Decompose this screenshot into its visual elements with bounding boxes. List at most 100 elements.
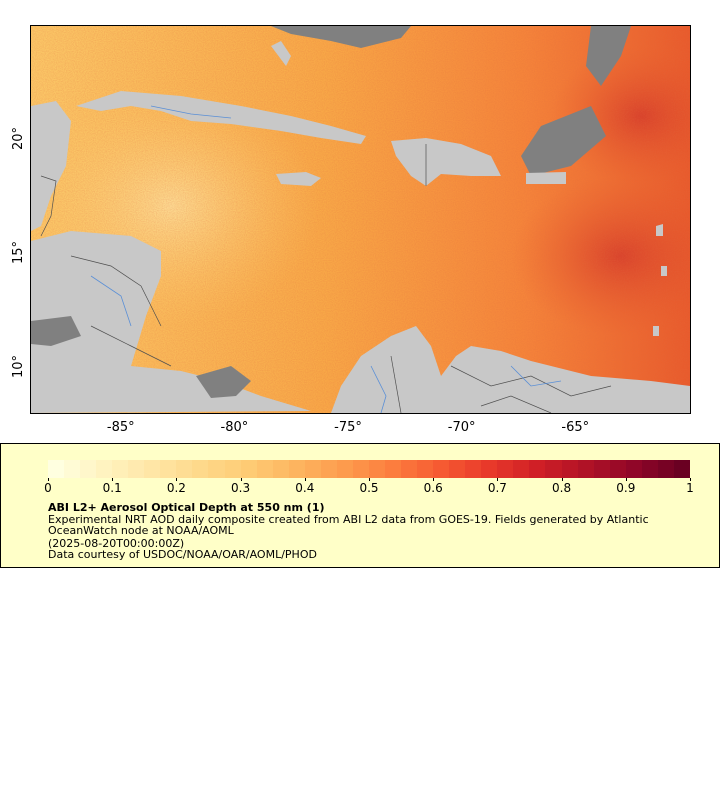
country-borders	[40, 144, 612, 413]
colorbar-segment	[304, 460, 321, 478]
nodata-region-panama	[196, 366, 251, 398]
colorbar-segment	[609, 460, 626, 478]
border-line	[40, 175, 57, 237]
colorbar-segment	[368, 460, 385, 478]
legend-panel: 0 0.1 0.2 0.3 0.4 0.5 0.6 0.7 0.8 0.9 1 ABI L2+ Ae…	[0, 443, 720, 568]
colorbar-tick-mark	[304, 478, 306, 481]
aod-map	[30, 25, 691, 414]
colorbar-tick-mark	[433, 478, 435, 481]
colorbar-segment	[673, 460, 690, 478]
nodata-region-northwest	[271, 26, 411, 48]
colorbar-tick-label: 0.5	[359, 481, 379, 495]
colorbar-segment	[577, 460, 594, 478]
colorbar-tick-mark	[240, 478, 242, 481]
colorbar-segment	[657, 460, 674, 478]
colorbar-tick-label: 0.4	[295, 481, 315, 495]
longitude-tick-label: -80°	[220, 420, 249, 435]
legend-credit: Data courtesy of USDOC/NOAA/OAR/AOML/PHO…	[48, 548, 317, 561]
colorbar-segment	[545, 460, 562, 478]
colorbar-segment	[160, 460, 177, 478]
rivers	[90, 105, 562, 413]
border-line	[70, 255, 162, 327]
colorbar-tick-label: 1	[686, 481, 694, 495]
colorbar-segment	[240, 460, 257, 478]
colorbar-segment	[561, 460, 578, 478]
colorbar-tick-label: 0.1	[102, 481, 122, 495]
colorbar-segment	[272, 460, 289, 478]
land-yucatan-central-america	[31, 101, 311, 413]
colorbar-tick-label: 0.2	[166, 481, 186, 495]
colorbar-tick-label: 0.7	[487, 481, 507, 495]
longitude-tick-label: -85°	[106, 420, 135, 435]
colorbar-segment	[80, 460, 97, 478]
colorbar-segment	[465, 460, 482, 478]
latitude-tick-label: 20°	[10, 127, 26, 151]
land-puerto-rico	[526, 172, 566, 184]
land-hispaniola	[391, 138, 501, 186]
colorbar-segment	[112, 460, 129, 478]
river-line	[90, 275, 132, 327]
colorbar-segment	[128, 460, 145, 478]
colorbar-segment	[96, 460, 113, 478]
latitude-tick-label: 10°	[10, 354, 26, 378]
land-south-america	[331, 326, 690, 413]
longitude-tick-label: -65°	[561, 420, 590, 435]
colorbar-tick-label: 0.9	[616, 481, 636, 495]
legend-date: (2025-08-20T00:00:00Z)	[48, 537, 185, 550]
border-line	[90, 325, 172, 367]
land-jamaica	[276, 172, 321, 186]
aod-map-image	[31, 26, 690, 413]
nodata-region-northeast	[586, 26, 631, 86]
colorbar-tick-mark	[176, 478, 178, 481]
colorbar-segment	[352, 460, 369, 478]
colorbar-segment	[336, 460, 353, 478]
land-cuba-east	[271, 41, 291, 66]
colorbar-segment	[497, 460, 514, 478]
colorbar-tick-mark	[112, 478, 114, 481]
colorbar-segment	[513, 460, 530, 478]
colorbar-segment	[625, 460, 642, 478]
colorbar-segment	[593, 460, 610, 478]
colorbar-tick-mark	[690, 478, 691, 481]
river-line	[510, 365, 562, 387]
colorbar-segment	[48, 460, 65, 478]
aod-speckle-texture	[31, 26, 690, 413]
longitude-tick-label: -75°	[334, 420, 362, 435]
colorbar-segment	[417, 460, 434, 478]
colorbar-tick-label: 0	[44, 481, 52, 495]
border-line	[450, 365, 612, 397]
colorbar-tick-mark	[497, 478, 499, 481]
colorbar-segment	[449, 460, 466, 478]
colorbar-segment	[256, 460, 273, 478]
colorbar-segment	[384, 460, 402, 478]
colorbar-tick-label: 0.8	[552, 481, 572, 495]
colorbar-segment	[529, 460, 546, 478]
colorbar-segment	[176, 460, 193, 478]
colorbar-tick-mark	[561, 478, 563, 481]
colorbar-segment	[192, 460, 209, 478]
river-line	[150, 105, 232, 119]
colorbar-segment	[401, 460, 418, 478]
colorbar-tick-mark	[625, 478, 627, 481]
colorbar-segment	[433, 460, 450, 478]
land-cuba	[76, 91, 366, 144]
legend-title: ABI L2+ Aerosol Optical Depth at 550 nm …	[48, 501, 325, 514]
longitude-tick-label: -70°	[447, 420, 476, 435]
colorbar-segment	[481, 460, 498, 478]
colorbar-tick-label: 0.6	[423, 481, 443, 495]
aod-colorbar	[48, 460, 690, 478]
nodata-region-east	[521, 106, 606, 176]
legend-description: Experimental NRT AOD daily composite cre…	[48, 513, 649, 537]
colorbar-segment	[320, 460, 337, 478]
border-line	[390, 355, 402, 413]
river-line	[370, 365, 387, 413]
colorbar-segment	[288, 460, 305, 478]
colorbar-segment	[144, 460, 161, 478]
border-line	[480, 395, 552, 413]
colorbar-segment	[224, 460, 241, 478]
nodata-region-honduras	[31, 316, 81, 346]
colorbar-segment	[208, 460, 225, 478]
latitude-tick-label: 15°	[10, 241, 26, 265]
colorbar-segment	[64, 460, 81, 478]
colorbar-tick-mark	[369, 478, 370, 481]
